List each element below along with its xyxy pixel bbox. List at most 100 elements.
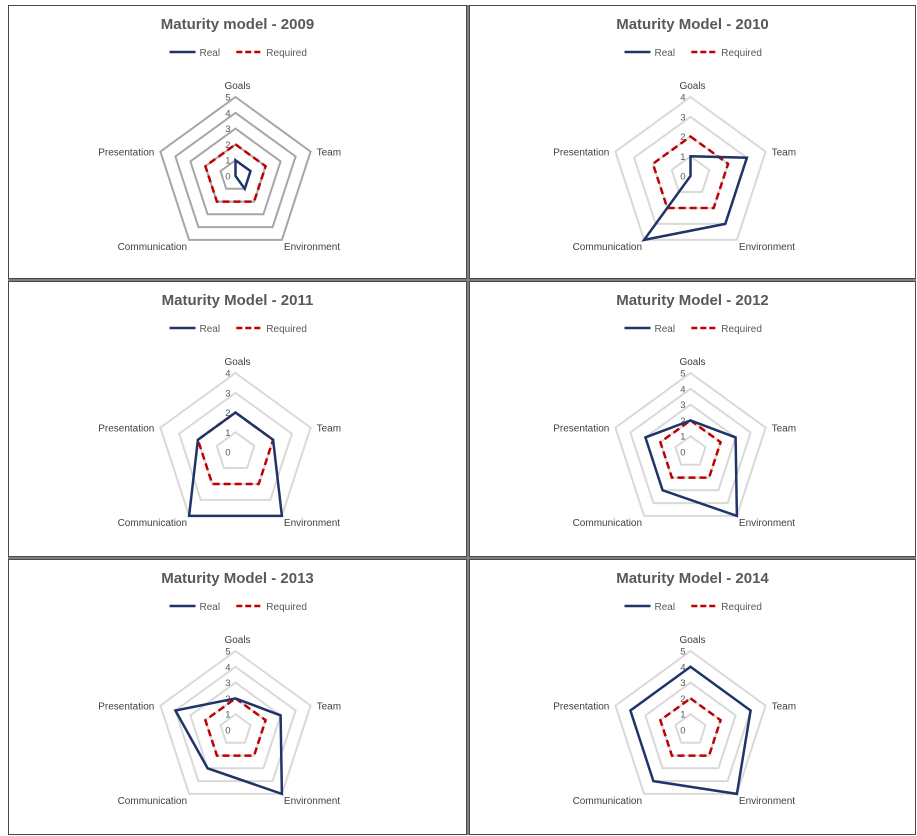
tick-label: 5 — [225, 647, 230, 658]
chart-panel-2012: Maturity Model - 2012 Real Required 0 1 2 3 4 5 G… — [469, 281, 916, 557]
series-required — [658, 696, 723, 757]
chart-title: Maturity Model - 2012 — [616, 292, 769, 309]
series-real — [643, 419, 739, 518]
axis-label-presentation: Presentation — [553, 702, 609, 713]
series-real — [628, 665, 752, 796]
axis-label-presentation: Presentation — [98, 702, 154, 713]
legend-label-required: Required — [721, 602, 762, 613]
axis-label-communication: Communication — [118, 518, 187, 529]
chart-panel-2009: Maturity model - 2009 Real Required 0 1 2 3 4 5 G… — [8, 5, 467, 279]
legend-label-real: Real — [655, 48, 676, 59]
tick-label: 3 — [680, 112, 685, 123]
radar-chart-2011: Maturity Model - 2011 Real Required 0 1 2 3 4Go… — [98, 292, 341, 529]
tick-label: 2 — [225, 140, 230, 151]
radar-chart-2009: Maturity model - 2009 Real Required 0 1 2 3 4 5G… — [98, 16, 341, 253]
tick-label: 5 — [680, 369, 685, 380]
radar-grid — [159, 371, 312, 517]
legend-label-required: Required — [266, 324, 307, 335]
tick-label: 5 — [680, 647, 685, 658]
chart-panel-2010: Maturity Model - 2010 Real Required 0 1 2 3 4 Go… — [469, 5, 916, 279]
axis-label-goals: Goals — [224, 81, 250, 92]
tick-label: 4 — [680, 93, 685, 104]
tick-label: 4 — [225, 369, 230, 380]
tick-label: 1 — [680, 432, 685, 443]
tick-label: 1 — [680, 710, 685, 721]
grid-ring-1 — [215, 431, 256, 469]
axis-label-environment: Environment — [739, 518, 795, 529]
axis-label-environment: Environment — [284, 518, 340, 529]
legend: Real Required — [624, 48, 762, 59]
tick-label: 3 — [225, 388, 230, 399]
tick-label: 1 — [225, 428, 230, 439]
legend: Real Required — [169, 324, 307, 335]
axis-label-presentation: Presentation — [553, 424, 609, 435]
legend: Real Required — [624, 602, 762, 613]
axis-label-goals: Goals — [224, 357, 250, 368]
chart-title: Maturity model - 2009 — [161, 16, 314, 33]
axis-label-communication: Communication — [573, 242, 642, 253]
series-real — [641, 155, 749, 242]
chart-title: Maturity Model - 2014 — [616, 570, 769, 587]
grid-ring-4 — [174, 665, 297, 783]
chart-panel-2013: Maturity Model - 2013 Real Required 0 1 2 3 4 5 G… — [8, 559, 467, 835]
axis-label-environment: Environment — [739, 796, 795, 807]
legend: Real Required — [169, 48, 307, 59]
tick-label: 3 — [680, 678, 685, 689]
series-required — [203, 696, 268, 757]
grid-ring-1 — [674, 712, 707, 744]
chart-panel-2014: Maturity Model - 2014 Real Required 0 1 2 3 4 5 G… — [469, 559, 916, 835]
legend-label-required: Required — [721, 324, 762, 335]
radar-grid — [614, 649, 767, 795]
series-line-real — [628, 665, 752, 796]
axis-label-presentation: Presentation — [553, 148, 609, 159]
axis-label-presentation: Presentation — [98, 148, 154, 159]
axis-label-communication: Communication — [573, 518, 642, 529]
tick-label: 4 — [680, 662, 685, 673]
legend-label-real: Real — [200, 324, 221, 335]
grid-ring-1 — [674, 434, 707, 466]
grid-ring-5 — [159, 95, 312, 241]
tick-label: 1 — [225, 710, 230, 721]
grid-ring-3 — [189, 127, 282, 216]
grid-ring-3 — [644, 403, 737, 492]
axis-label-team: Team — [317, 702, 341, 713]
axis-label-presentation: Presentation — [98, 424, 154, 435]
grid-ring-4 — [629, 387, 752, 505]
series-required — [203, 142, 268, 203]
tick-label: 2 — [680, 132, 685, 143]
tick-label: 1 — [680, 152, 685, 163]
axis-label-environment: Environment — [284, 242, 340, 253]
series-real — [173, 697, 284, 796]
tick-label: 3 — [225, 678, 230, 689]
tick-label: 0 — [225, 448, 230, 459]
axis-label-team: Team — [772, 702, 796, 713]
tick-label: 0 — [680, 172, 685, 183]
radar-grid — [614, 371, 767, 517]
grid-ring-3 — [177, 391, 294, 501]
legend-label-real: Real — [200, 48, 221, 59]
grid-ring-3 — [644, 681, 737, 770]
chart-grid: Maturity model - 2009 Real Required 0 1 2 3 4 5 G… — [8, 5, 916, 835]
chart-title: Maturity Model - 2013 — [161, 570, 314, 587]
grid-ring-4 — [614, 95, 767, 241]
tick-label: 0 — [680, 448, 685, 459]
legend: Real Required — [169, 602, 307, 613]
radar-chart-2010: Maturity Model - 2010 Real Required 0 1 2 3 4Go… — [553, 16, 796, 253]
series-line-real — [173, 697, 284, 796]
legend-label-real: Real — [655, 602, 676, 613]
tick-label: 0 — [225, 726, 230, 737]
grid-ring-5 — [614, 371, 767, 517]
tick-label: 5 — [225, 93, 230, 104]
tick-label: 1 — [225, 156, 230, 167]
series-line-required — [203, 696, 268, 757]
legend-label-required: Required — [721, 48, 762, 59]
legend: Real Required — [624, 324, 762, 335]
axis-label-environment: Environment — [284, 796, 340, 807]
radar-chart-2012: Maturity Model - 2012 Real Required 0 1 2 3 4 5G… — [553, 292, 796, 529]
series-line-real — [234, 157, 252, 192]
axis-label-team: Team — [317, 424, 341, 435]
axis-label-goals: Goals — [679, 635, 705, 646]
tick-label: 2 — [225, 408, 230, 419]
axis-label-team: Team — [772, 424, 796, 435]
